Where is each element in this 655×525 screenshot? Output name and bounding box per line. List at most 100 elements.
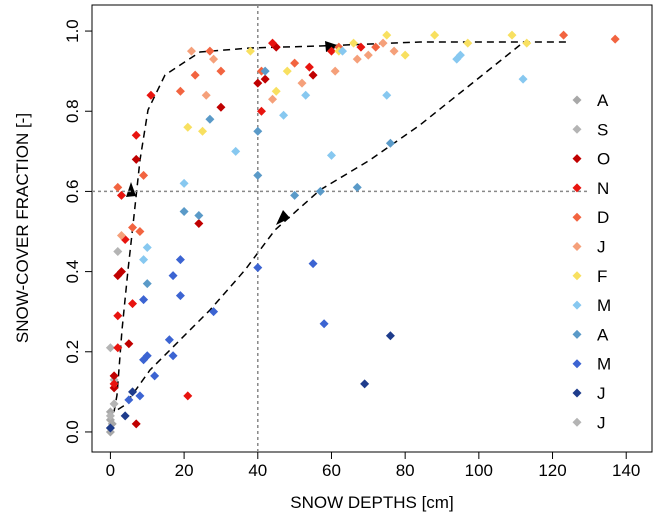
legend-label: N: [597, 179, 609, 198]
point: [139, 295, 149, 305]
point: [245, 46, 255, 56]
legend-marker: [572, 388, 582, 398]
x-tick-label: 100: [465, 461, 493, 480]
point: [179, 178, 189, 188]
point: [113, 343, 123, 353]
point: [338, 46, 348, 56]
point: [186, 46, 196, 56]
x-axis-label: SNOW DEPTHS [cm]: [290, 493, 453, 512]
point: [168, 351, 178, 361]
point: [382, 90, 392, 100]
point: [260, 74, 270, 84]
point: [463, 38, 473, 48]
point: [168, 271, 178, 281]
point: [105, 411, 115, 421]
point: [301, 90, 311, 100]
point: [304, 62, 314, 72]
point: [378, 38, 388, 48]
point: [349, 38, 359, 48]
point: [326, 46, 336, 56]
legend-label: S: [597, 120, 608, 139]
point: [352, 54, 362, 64]
x-tick-label: 140: [612, 461, 640, 480]
legend-marker: [572, 95, 582, 105]
legend-marker: [572, 154, 582, 164]
legend-label: A: [597, 325, 609, 344]
point: [164, 335, 174, 345]
plot-frame: [91, 4, 653, 453]
legend-marker: [572, 300, 582, 310]
point: [385, 331, 395, 341]
legend-label: J: [597, 384, 606, 403]
point: [610, 34, 620, 44]
hysteresis-curve: [113, 41, 570, 413]
point: [131, 419, 141, 429]
point: [382, 30, 392, 40]
point: [135, 227, 145, 237]
point: [282, 66, 292, 76]
y-tick-label: 0.6: [63, 180, 82, 204]
point: [175, 86, 185, 96]
point: [268, 38, 278, 48]
point: [253, 126, 263, 136]
point: [315, 186, 325, 196]
y-tick-label: 0.8: [63, 99, 82, 123]
legend-label: F: [597, 267, 607, 286]
legend-label: O: [597, 150, 610, 169]
point: [105, 343, 115, 353]
x-tick-label: 0: [106, 461, 115, 480]
legend-marker: [572, 329, 582, 339]
point: [131, 130, 141, 140]
x-tick-label: 60: [322, 461, 341, 480]
point: [139, 170, 149, 180]
point: [308, 259, 318, 269]
x-tick-label: 20: [175, 461, 194, 480]
point: [124, 339, 134, 349]
point: [216, 66, 226, 76]
x-tick-label: 40: [248, 461, 267, 480]
point: [194, 218, 204, 228]
point: [209, 54, 219, 64]
point: [256, 106, 266, 116]
x-tick-label: 120: [538, 461, 566, 480]
point: [271, 86, 281, 96]
legend-marker: [572, 212, 582, 222]
arrow-head: [276, 210, 290, 225]
legend-marker: [572, 417, 582, 427]
point: [559, 30, 569, 40]
point: [139, 355, 149, 365]
y-tick-label: 1.0: [63, 19, 82, 43]
legend-label: J: [597, 413, 606, 432]
point: [105, 423, 115, 433]
legend-label: M: [597, 296, 611, 315]
point: [113, 311, 123, 321]
y-tick-label: 0.2: [63, 340, 82, 364]
legend-label: D: [597, 208, 609, 227]
point: [253, 170, 263, 180]
point: [120, 411, 130, 421]
point: [363, 50, 373, 60]
point: [175, 291, 185, 301]
point: [253, 78, 263, 88]
point: [326, 150, 336, 160]
point: [139, 255, 149, 265]
rising-curve: [113, 41, 570, 413]
point: [205, 114, 215, 124]
point: [330, 66, 340, 76]
point: [400, 50, 410, 60]
point: [183, 122, 193, 132]
point: [389, 46, 399, 56]
point: [216, 102, 226, 112]
point: [113, 182, 123, 192]
point: [308, 70, 318, 80]
legend-label: M: [597, 355, 611, 374]
legend-marker: [572, 183, 582, 193]
point: [150, 371, 160, 381]
point: [146, 90, 156, 100]
point: [209, 307, 219, 317]
point: [522, 38, 532, 48]
point: [201, 90, 211, 100]
point: [183, 391, 193, 401]
arrows: [126, 41, 340, 225]
